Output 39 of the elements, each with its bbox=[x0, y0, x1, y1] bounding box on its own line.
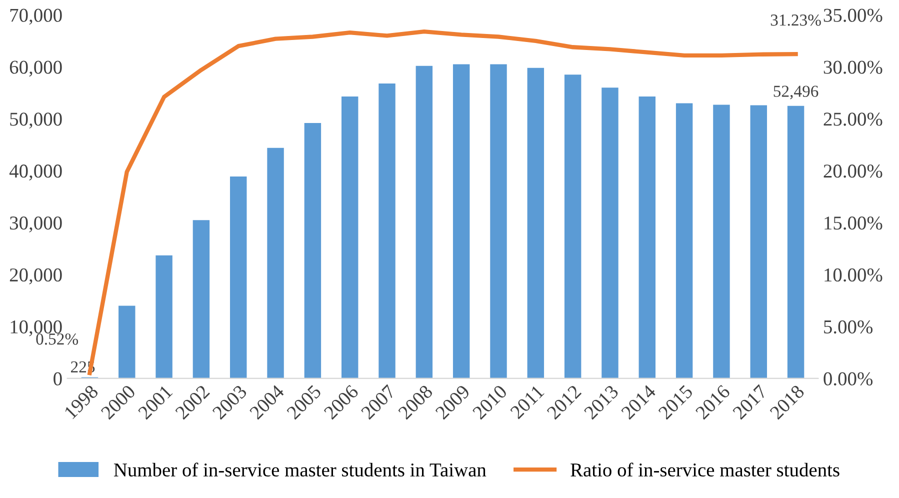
bar bbox=[118, 306, 136, 378]
bar bbox=[304, 122, 322, 378]
y2-tick-label: 30.00% bbox=[824, 60, 882, 74]
bar bbox=[341, 96, 358, 378]
bar bbox=[267, 148, 284, 378]
bar bbox=[564, 74, 582, 378]
bar bbox=[750, 105, 767, 378]
data-label: 31.23% bbox=[770, 14, 821, 26]
bar bbox=[452, 64, 470, 378]
y-tick-label: 20,000 bbox=[10, 268, 62, 284]
y2-tick-label: 20.00% bbox=[824, 164, 882, 178]
bar bbox=[230, 176, 247, 378]
y2-tick-label: 0.00% bbox=[824, 372, 873, 386]
x-tick-label: 2011 bbox=[510, 384, 545, 420]
y2-tick-label: 35.00% bbox=[824, 8, 882, 22]
y-tick-label: 0 bbox=[54, 372, 62, 386]
y-tick-label: 60,000 bbox=[10, 60, 62, 77]
bar bbox=[156, 255, 172, 378]
y-tick-label: 50,000 bbox=[10, 112, 62, 129]
bar bbox=[602, 88, 618, 378]
bar bbox=[416, 66, 433, 378]
bar bbox=[676, 103, 693, 378]
legend-label: Number of in-service master students in Taiwan bbox=[114, 462, 486, 477]
y-tick-label: 30,000 bbox=[10, 216, 62, 232]
y2-tick-label: 10.00% bbox=[824, 268, 882, 282]
y2-tick-label: 25.00% bbox=[824, 112, 882, 126]
bar bbox=[378, 83, 396, 378]
y-tick-label: 70,000 bbox=[10, 8, 62, 25]
y2-tick-label: 15.00% bbox=[824, 216, 882, 230]
y-tick-label: 40,000 bbox=[9, 164, 62, 180]
bar bbox=[192, 220, 210, 378]
data-label: 52,496 bbox=[774, 86, 818, 100]
bar bbox=[638, 96, 656, 378]
bar bbox=[787, 106, 804, 378]
y2-tick-label: 5.00% bbox=[824, 320, 873, 334]
legend-label: Ratio of in-service master students bbox=[570, 462, 840, 477]
bar bbox=[490, 64, 507, 378]
bar bbox=[527, 68, 544, 378]
bar bbox=[713, 104, 730, 378]
